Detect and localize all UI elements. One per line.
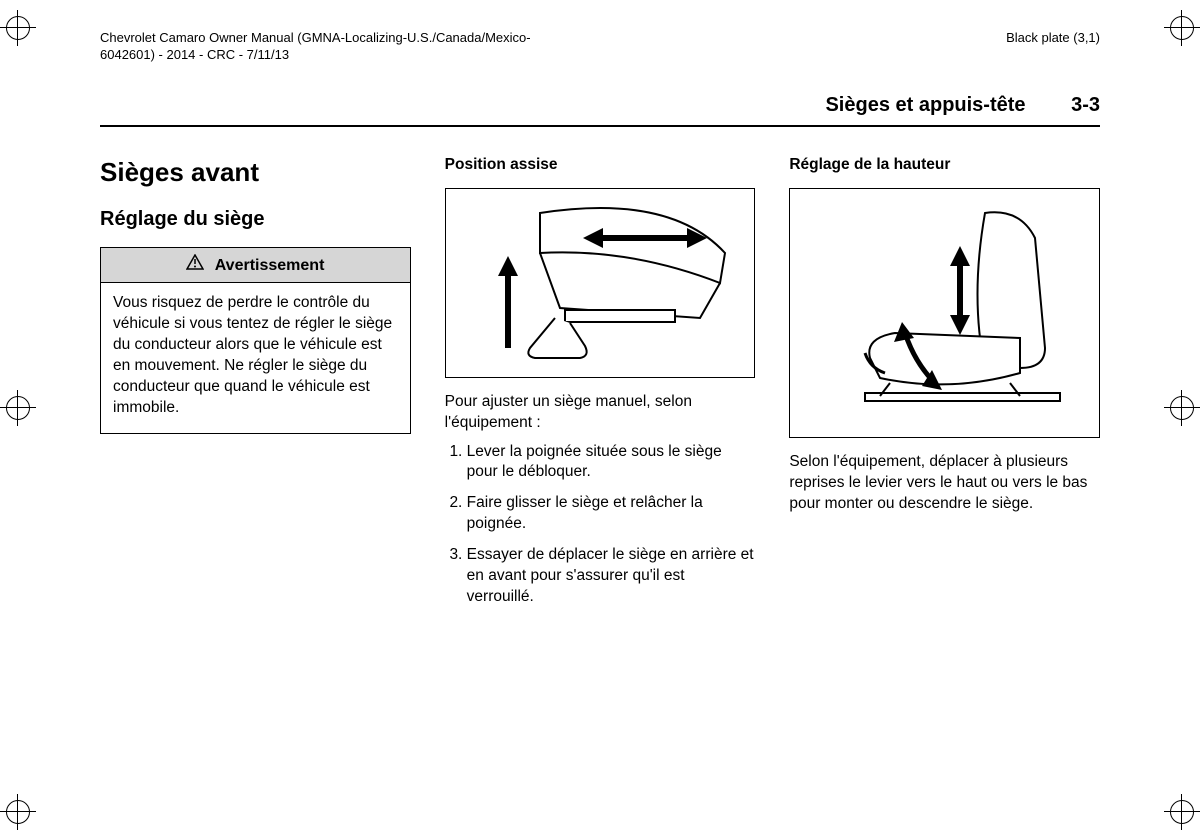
- figure-seat-handle: [445, 188, 756, 378]
- step-1: Lever la poignée située sous le siège po…: [467, 442, 756, 484]
- h2-reglage-siege: Réglage du siège: [100, 206, 411, 233]
- reg-mark-icon: [6, 16, 30, 40]
- warning-label: Avertissement: [215, 257, 325, 274]
- reg-mark-icon: [6, 800, 30, 824]
- column-1: Sièges avant Réglage du siège Avertissem…: [100, 155, 411, 618]
- steps-list: Lever la poignée située sous le siège po…: [445, 442, 756, 608]
- doc-id-text: Chevrolet Camaro Owner Manual (GMNA-Loca…: [100, 30, 531, 64]
- warning-heading: Avertissement: [101, 248, 410, 284]
- lead-text: Pour ajuster un siège manuel, selon l'éq…: [445, 392, 756, 434]
- reg-mark-icon: [1170, 396, 1194, 420]
- warning-triangle-icon: [186, 257, 208, 274]
- height-body-text: Selon l'équipement, déplacer à plusieurs…: [789, 452, 1100, 515]
- reg-mark-icon: [6, 396, 30, 420]
- running-head: Sièges et appuis-tête 3-3: [100, 94, 1100, 127]
- plate-text: Black plate (3,1): [1006, 30, 1100, 64]
- h1-sieges-avant: Sièges avant: [100, 155, 411, 190]
- column-2: Position assise Pour ajuster un siège m: [445, 155, 756, 618]
- figure-seat-height: [789, 188, 1100, 438]
- manual-page: Chevrolet Camaro Owner Manual (GMNA-Loca…: [0, 0, 1200, 840]
- subhead-reglage-hauteur: Réglage de la hauteur: [789, 155, 1100, 176]
- seat-handle-illustration: [470, 198, 730, 368]
- seat-height-illustration: [810, 198, 1080, 428]
- warning-box: Avertissement Vous risquez de perdre le …: [100, 247, 411, 434]
- reg-mark-icon: [1170, 16, 1194, 40]
- header-meta: Chevrolet Camaro Owner Manual (GMNA-Loca…: [100, 30, 1100, 64]
- section-title: Sièges et appuis-tête: [825, 94, 1025, 116]
- warning-body: Vous risquez de perdre le contrôle du vé…: [101, 283, 410, 433]
- reg-mark-icon: [1170, 800, 1194, 824]
- subhead-position-assise: Position assise: [445, 155, 756, 176]
- step-2: Faire glisser le siège et relâcher la po…: [467, 493, 756, 535]
- content-columns: Sièges avant Réglage du siège Avertissem…: [100, 155, 1100, 618]
- page-number: 3-3: [1071, 94, 1100, 117]
- column-3: Réglage de la hauteur: [789, 155, 1100, 618]
- step-3: Essayer de déplacer le siège en arrière …: [467, 545, 756, 608]
